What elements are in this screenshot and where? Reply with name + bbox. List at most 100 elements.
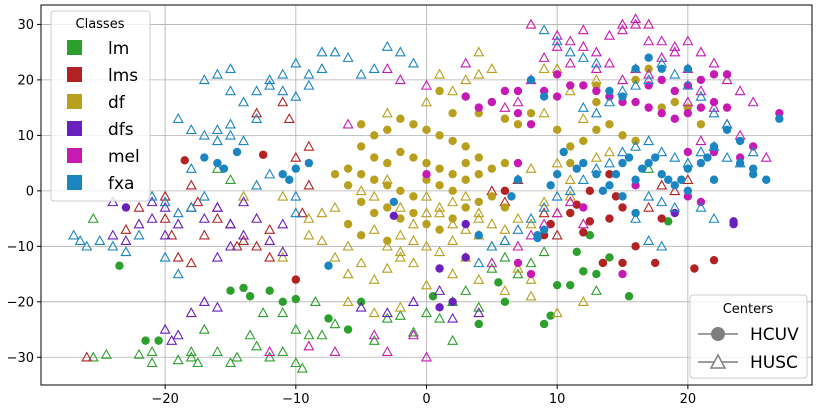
point-df-husc	[394, 201, 406, 212]
point-lms-husc	[120, 223, 132, 234]
point-dfs-husc	[277, 246, 289, 257]
point-lm-hcuv	[566, 280, 575, 290]
point-mel-husc	[381, 345, 393, 356]
point-fxa-husc	[721, 118, 733, 129]
point-fxa-husc	[695, 90, 707, 101]
point-fxa-hcuv	[722, 125, 732, 135]
point-dfs-hcuv	[461, 219, 470, 229]
point-mel-hcuv	[631, 97, 640, 107]
point-fxa-husc	[643, 74, 655, 85]
point-dfs-husc	[407, 296, 419, 307]
point-dfs-hcuv	[435, 303, 444, 312]
y-tick-label: 20	[17, 73, 34, 88]
point-fxa-hcuv	[611, 169, 621, 179]
point-df-hcuv	[370, 131, 379, 140]
point-lms-hcuv	[631, 242, 640, 251]
point-df-husc	[486, 63, 498, 74]
point-df-hcuv	[383, 158, 392, 168]
point-mel-hcuv	[683, 81, 693, 90]
point-df-husc	[277, 190, 289, 201]
point-df-husc	[394, 246, 406, 257]
point-fxa-husc	[329, 46, 341, 57]
point-fxa-hcuv	[278, 169, 287, 179]
point-mel-husc	[643, 35, 655, 46]
legend-classes-title: Classes	[76, 17, 125, 32]
point-lm-hcuv	[572, 247, 581, 257]
point-df-husc	[355, 185, 367, 196]
point-lms-hcuv	[291, 275, 301, 284]
point-df-husc	[447, 268, 459, 279]
point-df-hcuv	[383, 181, 392, 190]
point-lms-husc	[303, 179, 315, 190]
point-df-hcuv	[409, 120, 418, 129]
point-df-hcuv	[356, 197, 366, 207]
point-fxa-hcuv	[683, 186, 693, 196]
point-lm-husc	[264, 351, 276, 362]
point-mel-hcuv	[461, 92, 470, 101]
point-fxa-husc	[238, 135, 250, 146]
point-fxa-husc	[551, 190, 563, 201]
point-lm-husc	[244, 329, 256, 340]
point-mel-hcuv	[657, 75, 666, 85]
point-mel-hcuv	[592, 86, 601, 96]
point-mel-husc	[512, 240, 524, 251]
point-df-hcuv	[435, 225, 444, 234]
y-tick-label: −20	[7, 295, 34, 310]
data-points	[68, 13, 784, 373]
point-lm-husc	[434, 312, 446, 323]
point-lm-husc	[303, 329, 315, 340]
point-df-hcuv	[500, 203, 510, 212]
point-df-hcuv	[422, 125, 431, 135]
point-mel-husc	[264, 345, 276, 356]
point-mel-husc	[460, 57, 472, 68]
point-lms-husc	[682, 174, 694, 184]
point-fxa-husc	[172, 112, 184, 123]
point-fxa-husc	[316, 63, 328, 74]
point-fxa-hcuv	[775, 114, 784, 123]
point-fxa-husc	[643, 190, 655, 201]
point-fxa-husc	[198, 129, 210, 140]
legend-classes: Classes lm lms df dfs mel fxa	[50, 10, 151, 202]
point-df-husc	[447, 235, 459, 245]
point-mel-husc	[616, 74, 629, 85]
point-fxa-hcuv	[631, 175, 640, 184]
point-lm-hcuv	[585, 231, 595, 240]
point-df-hcuv	[356, 169, 366, 179]
point-fxa-husc	[172, 207, 184, 218]
point-df-husc	[473, 68, 485, 79]
y-tick-label: 30	[17, 18, 34, 33]
point-df-hcuv	[448, 136, 457, 146]
point-df-hcuv	[409, 192, 418, 201]
point-mel-husc	[695, 46, 707, 57]
point-dfs-husc	[146, 196, 158, 207]
point-df-hcuv	[396, 147, 405, 157]
point-lms-husc	[192, 196, 204, 207]
point-df-husc	[434, 207, 446, 218]
point-mel-husc	[616, 24, 629, 35]
point-fxa-husc	[277, 68, 289, 79]
point-fxa-husc	[251, 85, 263, 96]
point-df-husc	[564, 85, 576, 96]
point-fxa-husc	[290, 57, 302, 68]
point-fxa-hcuv	[219, 164, 229, 173]
point-lm-hcuv	[141, 336, 150, 345]
point-mel-husc	[656, 51, 668, 62]
point-lm-husc	[146, 345, 158, 356]
point-fxa-husc	[185, 201, 197, 212]
point-lm-husc	[192, 357, 204, 368]
point-mel-husc	[499, 101, 511, 112]
point-mel-husc	[630, 13, 642, 24]
point-fxa-hcuv	[598, 186, 608, 196]
point-df-hcuv	[435, 181, 444, 190]
point-fxa-husc	[251, 112, 263, 123]
legend-classes-box	[50, 10, 151, 202]
point-lm-husc	[198, 323, 210, 334]
point-df-hcuv	[461, 158, 470, 168]
point-lms-husc	[303, 140, 315, 151]
point-lm-hcuv	[265, 286, 274, 295]
point-mel-husc	[590, 46, 602, 57]
point-df-husc	[381, 174, 393, 184]
point-df-husc	[447, 85, 459, 96]
x-tick-label: 10	[549, 392, 566, 407]
point-df-husc	[512, 262, 524, 273]
